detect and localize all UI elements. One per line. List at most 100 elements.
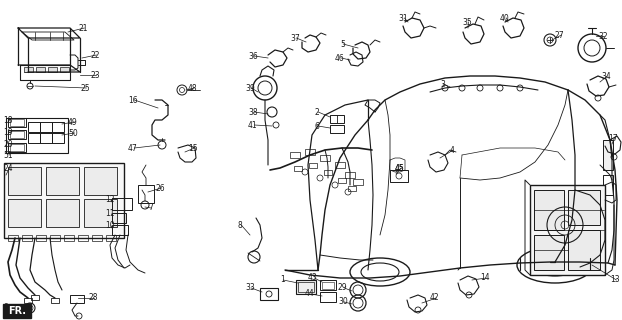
Bar (70, 295, 84, 303)
Bar (64, 235, 74, 241)
Bar (345, 172, 355, 178)
Text: 36: 36 (248, 52, 258, 60)
Bar (353, 179, 363, 185)
Bar (22, 235, 32, 241)
Bar (290, 152, 300, 158)
Bar (36, 67, 45, 72)
Bar (3, 304, 31, 318)
Bar (8, 143, 26, 152)
Text: 32: 32 (598, 31, 608, 41)
Bar (324, 170, 332, 175)
Bar (603, 140, 613, 170)
Text: 41: 41 (248, 121, 258, 130)
Text: 27: 27 (555, 30, 565, 39)
Bar (60, 67, 69, 72)
Bar (330, 115, 344, 123)
Text: 16: 16 (128, 95, 137, 105)
Text: 33: 33 (245, 284, 255, 292)
Bar (6, 118, 68, 153)
Text: 42: 42 (430, 293, 440, 302)
Text: 5: 5 (340, 39, 345, 49)
Text: 11: 11 (105, 210, 114, 219)
Text: 30: 30 (338, 298, 348, 307)
Text: 51: 51 (3, 150, 12, 159)
Text: 9: 9 (3, 303, 8, 313)
Bar (4, 163, 124, 238)
Text: 44: 44 (305, 290, 315, 299)
Text: 29: 29 (338, 284, 348, 292)
Bar (78, 235, 88, 241)
Bar (40, 122, 52, 132)
Bar (603, 175, 613, 195)
Text: 28: 28 (88, 293, 98, 302)
Text: 8: 8 (238, 220, 243, 229)
Text: 24: 24 (3, 164, 12, 172)
Bar (534, 235, 564, 270)
Text: 47: 47 (128, 143, 137, 153)
Text: 15: 15 (188, 143, 198, 153)
Bar (112, 225, 128, 235)
Bar (10, 119, 24, 126)
Text: 40: 40 (500, 13, 510, 22)
Bar (320, 280, 336, 290)
Bar (322, 282, 334, 289)
Text: 4: 4 (450, 146, 455, 155)
Bar (112, 213, 126, 223)
Bar (8, 118, 26, 127)
Bar (8, 167, 41, 195)
Text: 7: 7 (148, 204, 153, 212)
Bar (31, 295, 39, 300)
Bar (28, 122, 40, 132)
Text: 19: 19 (3, 127, 12, 137)
Text: 6: 6 (315, 122, 320, 131)
Bar (348, 186, 356, 191)
Text: 14: 14 (480, 274, 490, 283)
Text: 45: 45 (395, 164, 405, 172)
Text: 34: 34 (601, 71, 611, 81)
Text: 13: 13 (610, 276, 620, 284)
Text: 46: 46 (335, 53, 345, 62)
Bar (320, 155, 330, 161)
Text: FR.: FR. (8, 306, 26, 316)
Text: 38: 38 (248, 108, 258, 116)
Bar (338, 178, 346, 183)
Bar (92, 235, 102, 241)
Text: 1: 1 (280, 276, 285, 284)
Bar (106, 235, 116, 241)
Bar (52, 133, 64, 143)
Bar (24, 67, 33, 72)
Text: 39: 39 (245, 84, 255, 92)
Bar (51, 298, 59, 303)
Bar (390, 170, 408, 182)
Text: 21: 21 (78, 23, 88, 33)
Text: 49: 49 (68, 117, 78, 126)
Text: 45: 45 (395, 164, 405, 172)
Bar (46, 199, 79, 227)
Bar (568, 190, 600, 225)
Text: 50: 50 (68, 129, 78, 138)
Bar (8, 199, 41, 227)
Bar (46, 167, 79, 195)
Bar (48, 67, 57, 72)
Bar (8, 235, 18, 241)
Bar (138, 185, 154, 203)
Text: 2: 2 (315, 108, 320, 116)
Bar (84, 199, 117, 227)
Bar (84, 167, 117, 195)
Bar (298, 282, 314, 292)
Text: 35: 35 (462, 18, 471, 27)
Bar (10, 131, 24, 138)
Text: 25: 25 (80, 84, 90, 92)
Bar (294, 166, 302, 171)
Text: 18: 18 (3, 116, 12, 124)
Text: 26: 26 (155, 183, 165, 193)
Bar (534, 190, 564, 230)
Bar (40, 133, 52, 143)
Bar (320, 292, 336, 302)
Text: 43: 43 (308, 274, 318, 283)
Text: 23: 23 (90, 70, 100, 79)
Bar (112, 198, 132, 210)
Text: 48: 48 (188, 84, 198, 92)
Text: 22: 22 (90, 51, 100, 60)
Bar (28, 133, 40, 143)
